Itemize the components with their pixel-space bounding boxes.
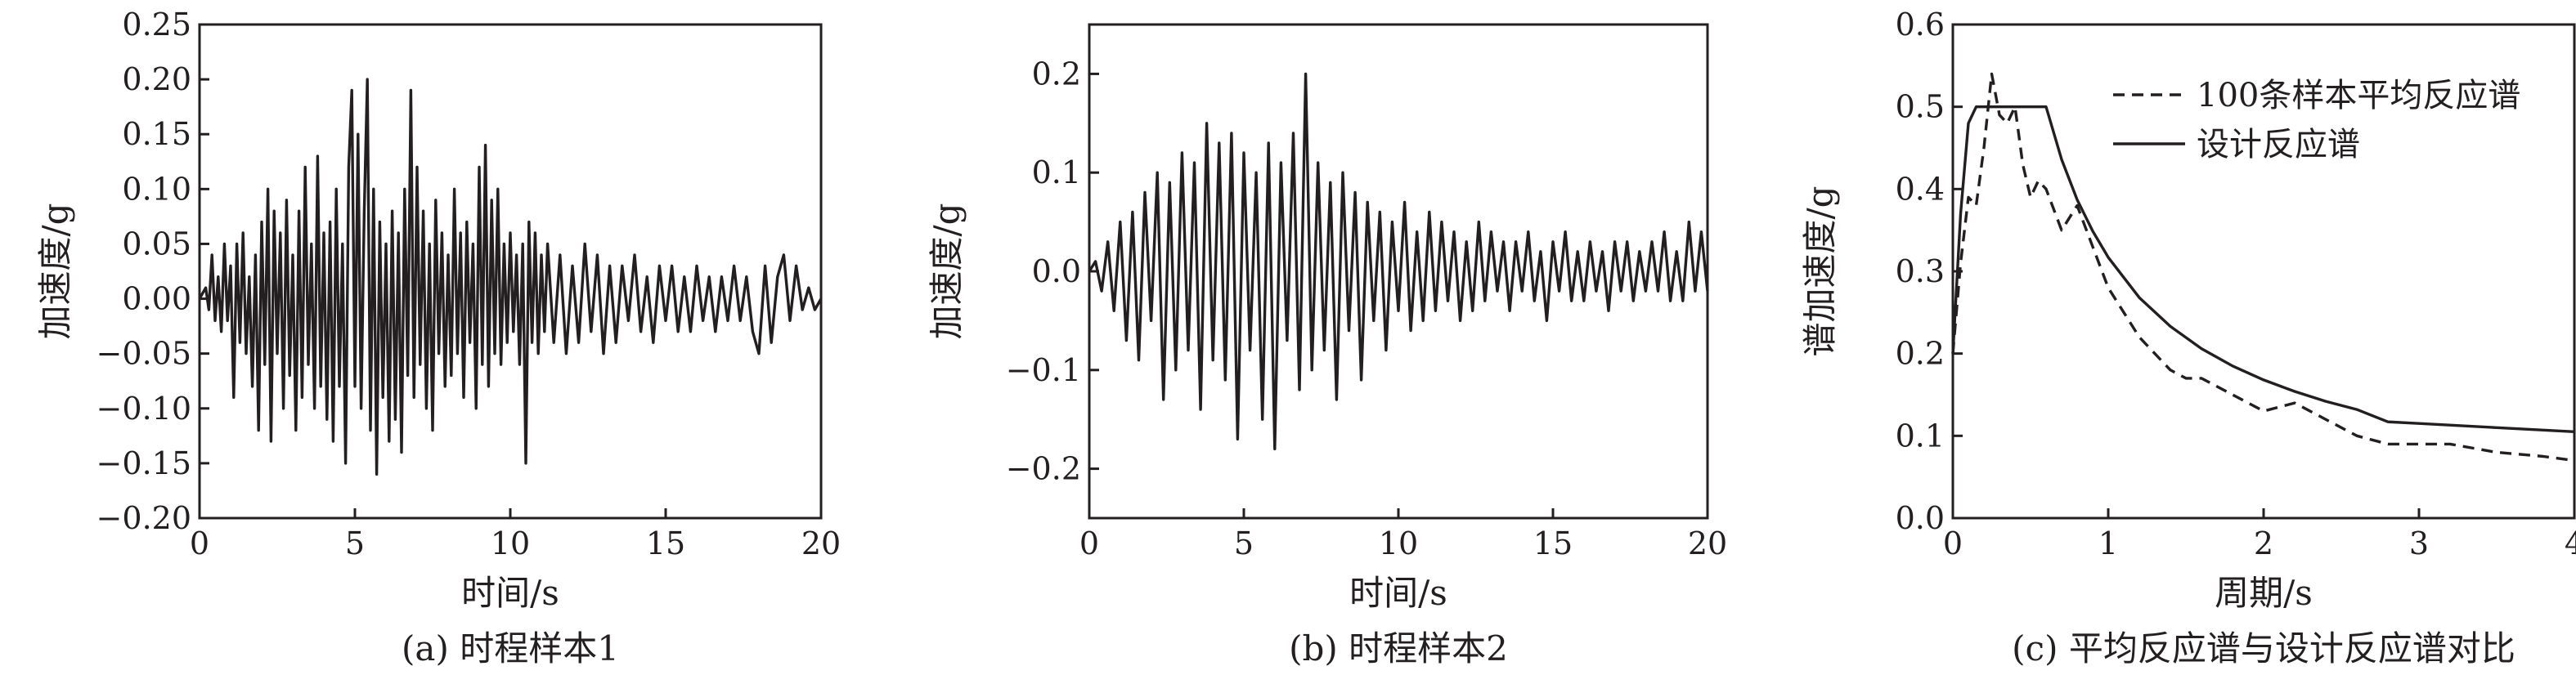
panel-c-ytick-label: 0.5 <box>1896 89 1945 125</box>
panel-a-ytick-label: 0.00 <box>122 281 191 317</box>
panel-a-xtick-label: 20 <box>801 525 841 561</box>
panel-b-ticks: 0 5 10 15 20 −0.2 −0.1 0.0 0.1 0.2 <box>1006 56 1727 561</box>
panel-a-xlabel: 时间/s <box>461 573 559 613</box>
panel-c-ticks: 0 1 2 3 4 0.0 0.1 0.2 0.3 0.4 0.5 0.6 <box>1896 7 2576 561</box>
panel-c-ytick-label: 0.6 <box>1896 7 1945 42</box>
panel-c: 0 1 2 3 4 0.0 0.1 0.2 0.3 0.4 0.5 0.6 周期/s 谱加速度/g (… <box>1800 7 2576 668</box>
panel-a-ytick-label: 0.15 <box>122 116 191 152</box>
panel-a-ytick-label: 0.10 <box>122 171 191 207</box>
panel-b: 0 5 10 15 20 −0.2 −0.1 0.0 0.1 0.2 时间/s 加速度/g (b)… <box>927 23 1727 668</box>
panel-b-ytick-label: 0.1 <box>1032 154 1081 190</box>
panel-b-ytick-label: −0.2 <box>1006 451 1081 487</box>
panel-c-ytick-label: 0.2 <box>1896 336 1945 372</box>
panel-c-ylabel: 谱加速度/g <box>1800 186 1840 356</box>
panel-a-ytick-label: 0.05 <box>122 226 191 262</box>
panel-b-xtick-label: 15 <box>1533 525 1573 561</box>
panel-a-caption: (a) 时程样本1 <box>402 628 619 668</box>
panel-b-xtick-label: 5 <box>1234 525 1254 561</box>
panel-c-ytick-label: 0.0 <box>1896 500 1945 536</box>
panel-b-plot-area <box>1088 72 1709 451</box>
panel-a-series-1-line <box>198 78 823 476</box>
panel-b-xlabel: 时间/s <box>1349 573 1447 613</box>
legend: 100条样本平均反应谱 设计反应谱 <box>2113 77 2520 163</box>
panel-a-ytick-label: −0.20 <box>96 500 191 536</box>
panel-c-caption: (c) 平均反应谱与设计反应谱对比 <box>2012 628 2515 668</box>
panel-c-series-1-line <box>1951 72 2575 463</box>
panel-b-ytick-label: 0.0 <box>1032 253 1081 289</box>
panel-c-xtick-label: 2 <box>2254 525 2273 561</box>
panel-c-plot-area <box>1951 72 2575 463</box>
panel-b-ytick-label: 0.2 <box>1032 56 1081 92</box>
panel-a-ytick-label: 0.25 <box>122 7 191 42</box>
panel-b-xtick-label: 10 <box>1379 525 1418 561</box>
panel-c-series-2-line <box>1951 105 2575 433</box>
panel-c-xtick-label: 1 <box>2098 525 2118 561</box>
panel-b-xtick-label: 0 <box>1079 525 1099 561</box>
panel-a-ytick-label: −0.10 <box>96 391 191 427</box>
panel-c-ytick-label: 0.3 <box>1896 253 1945 289</box>
panel-a-xtick-label: 5 <box>345 525 365 561</box>
panel-b-ylabel: 加速度/g <box>927 203 967 339</box>
panel-c-xtick-label: 4 <box>2565 525 2576 561</box>
panel-b-xtick-label: 20 <box>1688 525 1727 561</box>
legend-label-design: 设计反应谱 <box>2197 126 2360 163</box>
panel-a-ytick-label: −0.05 <box>96 336 191 372</box>
panel-b-frame <box>1088 23 1709 520</box>
panel-c-xtick-label: 3 <box>2409 525 2429 561</box>
panel-a-xtick-label: 0 <box>190 525 209 561</box>
panel-c-xtick-label: 0 <box>1943 525 1963 561</box>
panel-c-ytick-label: 0.4 <box>1896 171 1945 207</box>
panel-a-xtick-label: 15 <box>646 525 685 561</box>
panel-a-plot-area <box>198 78 823 476</box>
panel-a: 0 5 10 15 20 −0.20 −0.15 −0.10 −0.05 0.00 0.05 0.10… <box>35 7 841 668</box>
panel-b-series-1-line <box>1088 72 1709 451</box>
panel-b-ytick-label: −0.1 <box>1006 352 1081 388</box>
panel-a-ticks: 0 5 10 15 20 −0.20 −0.15 −0.10 −0.05 0.00 0.05 0.10… <box>96 7 841 561</box>
panel-a-xtick-label: 10 <box>491 525 530 561</box>
panel-a-ylabel: 加速度/g <box>35 203 75 339</box>
legend-label-average: 100条样本平均反应谱 <box>2197 77 2520 114</box>
panel-b-caption: (b) 时程样本2 <box>1289 628 1508 668</box>
panel-c-ytick-label: 0.1 <box>1896 418 1945 454</box>
panel-c-xlabel: 周期/s <box>2215 573 2313 613</box>
panel-a-ytick-label: −0.15 <box>96 445 191 481</box>
panel-a-ytick-label: 0.20 <box>122 61 191 97</box>
